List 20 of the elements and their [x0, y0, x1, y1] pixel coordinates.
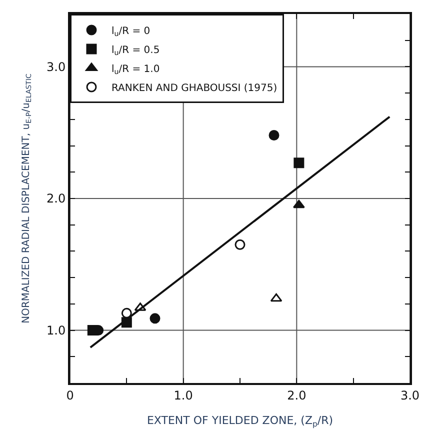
legend-label: l$_{u}$/R = 1.0 — [112, 64, 160, 76]
point — [270, 293, 282, 302]
point — [150, 313, 160, 324]
legend-label: l$_{u}$/R = 0 — [112, 26, 150, 38]
point — [234, 239, 246, 250]
y-tick-label: 3.0 — [46, 60, 66, 74]
x-tick-label: 3.0 — [400, 388, 420, 402]
y-tick-label: 2.0 — [46, 192, 66, 206]
x-tick-label: 2.0 — [287, 388, 306, 402]
point — [121, 308, 132, 318]
x-tick-label: 0 — [66, 388, 74, 402]
x-axis-title: EXTENT OF YIELDED ZONE, (Z$_{p}$/R) — [146, 414, 334, 428]
y-tick-label: 1.0 — [46, 323, 66, 338]
point — [268, 130, 280, 140]
x-tick-label: 1.0 — [174, 388, 193, 402]
point — [292, 200, 305, 208]
point — [87, 325, 98, 336]
legend-label: l$_{u}$/R = 0.5 — [112, 44, 160, 57]
point — [294, 158, 304, 168]
legend-label: RANKEN AND GHABOUSSI (1975) — [112, 82, 278, 94]
